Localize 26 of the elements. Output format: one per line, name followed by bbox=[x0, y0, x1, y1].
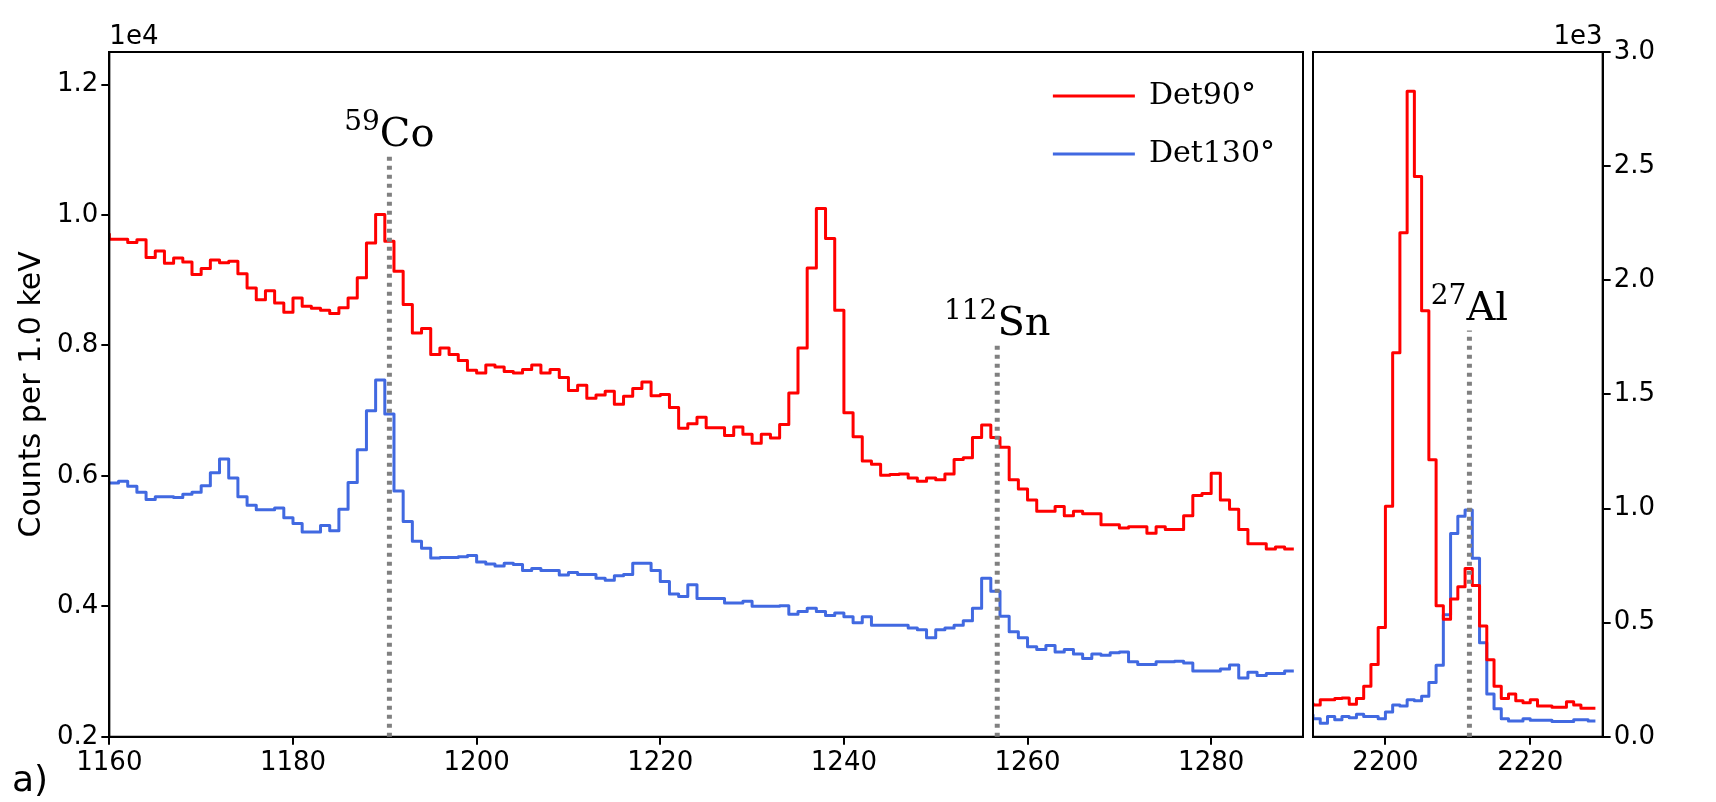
y-tick-label: 0.8 bbox=[56, 328, 99, 359]
x-tick-label: 1220 bbox=[627, 746, 694, 777]
x-tick-label: 1240 bbox=[810, 746, 877, 777]
y-tick-label: 1.5 bbox=[1613, 377, 1656, 408]
y-tick-label: 0.0 bbox=[1613, 719, 1656, 750]
text: 1e4 bbox=[109, 19, 159, 50]
text: a) bbox=[12, 758, 49, 800]
text: 1e3 bbox=[1553, 19, 1603, 50]
x-tick-label: 1180 bbox=[259, 746, 327, 777]
y-tick-label: 2.0 bbox=[1613, 263, 1656, 294]
legend-label: Det130° bbox=[1148, 133, 1275, 169]
y-tick-label: 1.0 bbox=[56, 197, 99, 228]
y-tick-label: 2.5 bbox=[1613, 148, 1656, 179]
y-tick-label: 0.5 bbox=[1613, 605, 1656, 636]
y-tick-label: 3.0 bbox=[1613, 34, 1656, 65]
y-axis-title: Counts per 1.0 keV bbox=[11, 250, 47, 538]
y-tick-label: 0.6 bbox=[56, 458, 99, 489]
y-tick-label: 0.4 bbox=[56, 589, 99, 620]
x-tick-label: 2220 bbox=[1497, 746, 1564, 777]
x-tick-label: 1200 bbox=[443, 746, 510, 777]
x-tick-label: 2200 bbox=[1352, 746, 1419, 777]
legend-label: Det90° bbox=[1148, 75, 1256, 111]
x-tick-label: 1260 bbox=[994, 746, 1061, 777]
y-tick-label: 1.2 bbox=[56, 67, 99, 98]
y-tick-label: 1.0 bbox=[1613, 491, 1656, 522]
x-tick-label: 1280 bbox=[1178, 746, 1245, 777]
